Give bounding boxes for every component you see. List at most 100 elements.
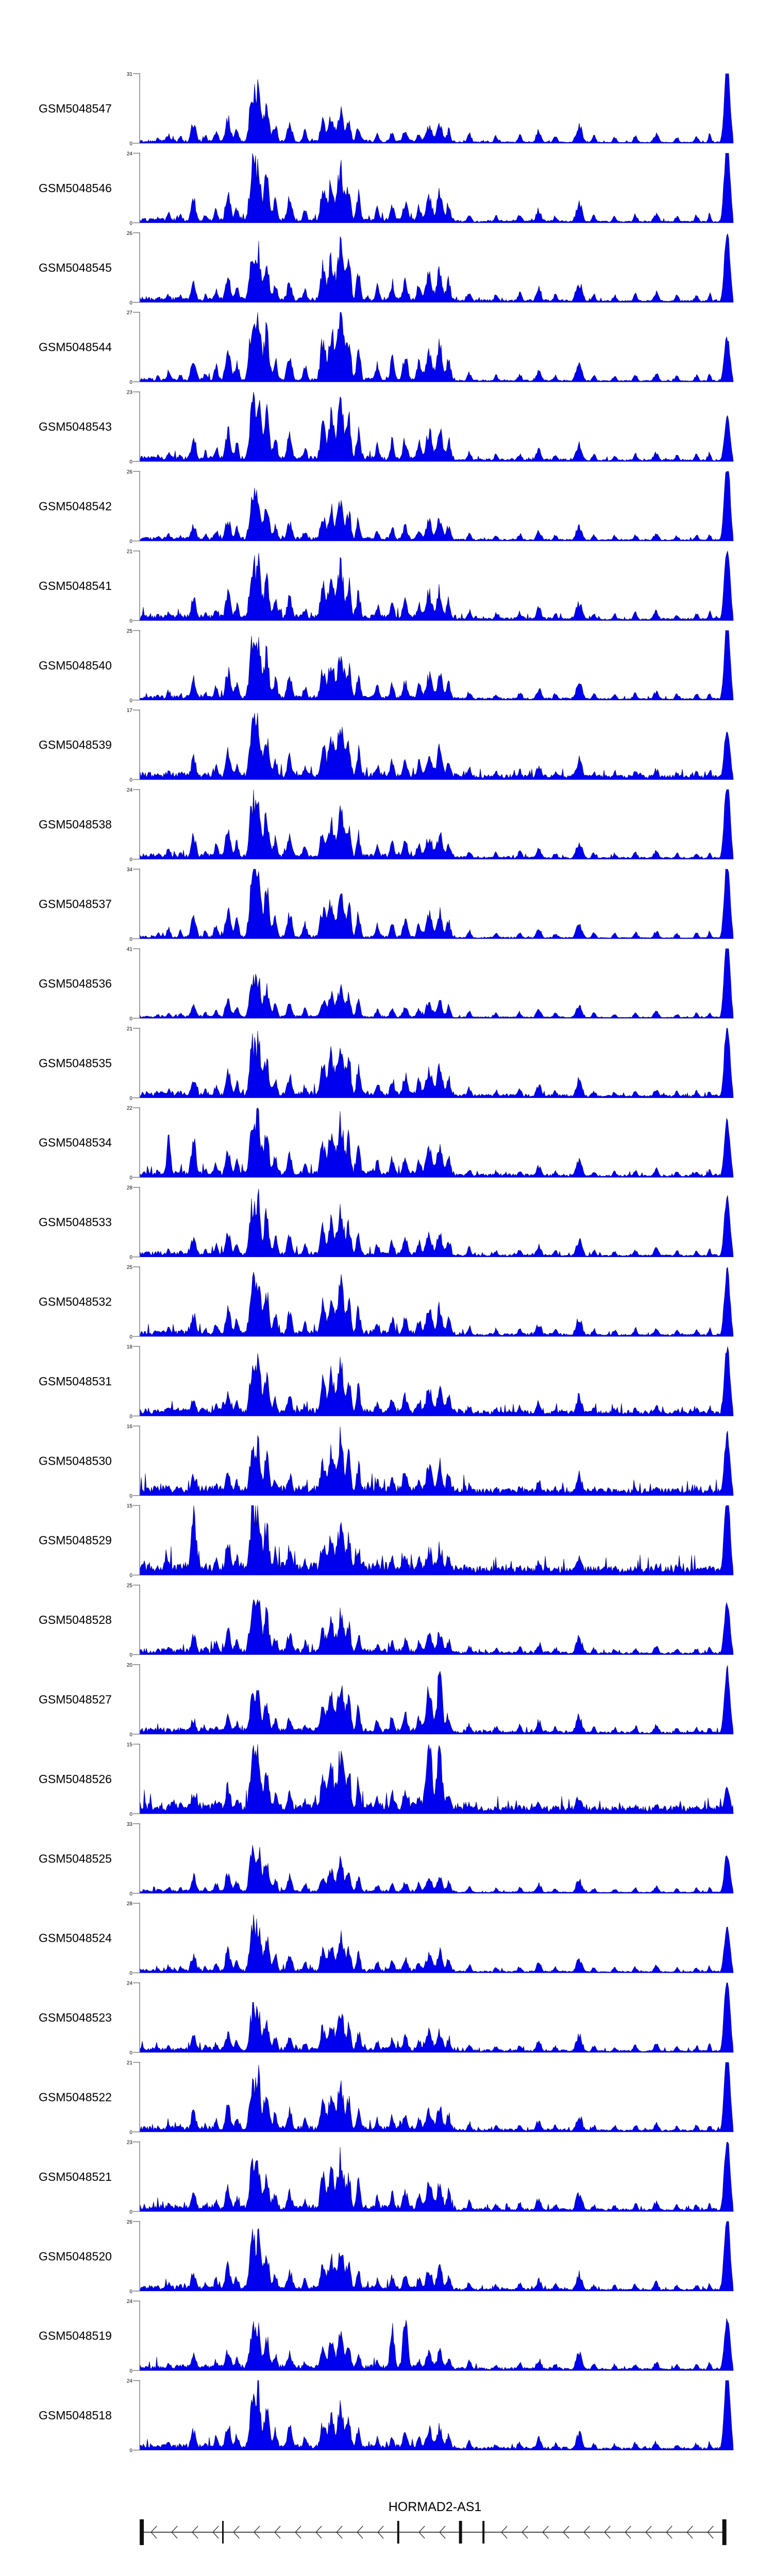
- yaxis-max-label: 24: [127, 1981, 133, 1987]
- sample-label: GSM5048524: [39, 1931, 112, 1945]
- coverage-signal: [140, 2221, 734, 2292]
- coverage-signal: [140, 1599, 734, 1655]
- yaxis-max-label: 24: [127, 2379, 133, 2384]
- coverage-signal: [140, 1845, 734, 1894]
- coverage-track: GSM5048529 15 0: [39, 1503, 734, 1579]
- yaxis-zero-label: 0: [129, 937, 132, 942]
- sample-label: GSM5048528: [39, 1613, 112, 1626]
- yaxis-max-label: 15: [127, 1742, 133, 1748]
- strand-arrow-left-icon: [254, 2526, 260, 2539]
- strand-arrow-left-icon: [357, 2526, 363, 2539]
- yaxis-max-label: 27: [127, 310, 133, 316]
- strand-arrow-left-icon: [192, 2526, 198, 2539]
- yaxis-max-label: 23: [127, 390, 133, 396]
- coverage-track: GSM5048539 17 0: [39, 708, 734, 783]
- sample-label: GSM5048535: [39, 1056, 112, 1070]
- coverage-signal: [140, 2380, 734, 2450]
- gene-exon: [140, 2519, 144, 2545]
- coverage-track: GSM5048520 26 0: [39, 2219, 734, 2295]
- strand-arrow-left-icon: [418, 2526, 425, 2539]
- yaxis-zero-label: 0: [129, 2209, 132, 2215]
- sample-label: GSM5048529: [39, 1534, 112, 1547]
- sample-label: GSM5048540: [39, 658, 112, 672]
- yaxis-zero-label: 0: [129, 460, 132, 465]
- strand-arrow-left-icon: [707, 2526, 714, 2539]
- coverage-track: GSM5048532 25 0: [39, 1265, 734, 1340]
- coverage-signal: [140, 2141, 734, 2212]
- yaxis-max-label: 24: [127, 2299, 133, 2304]
- sample-label: GSM5048532: [39, 1295, 112, 1309]
- coverage-tracks: GSM5048547310GSM5048546240GSM5048545260G…: [39, 72, 734, 2454]
- strand-arrow-left-icon: [563, 2526, 569, 2539]
- sample-label: GSM5048543: [39, 420, 112, 433]
- yaxis-zero-label: 0: [129, 2448, 132, 2454]
- coverage-track: GSM5048519 24 0: [39, 2299, 734, 2374]
- yaxis-max-label: 22: [127, 1106, 133, 1111]
- coverage-track: GSM5048537 34 0: [39, 867, 734, 942]
- yaxis-max-label: 25: [127, 1583, 133, 1589]
- coverage-signal: [140, 1665, 734, 1735]
- yaxis-max-label: 21: [127, 1026, 133, 1032]
- gene-name: HORMAD2-AS1: [389, 2500, 482, 2514]
- sample-label: GSM5048525: [39, 1852, 112, 1865]
- yaxis-max-label: 34: [127, 867, 133, 873]
- coverage-signal: [140, 948, 734, 1019]
- gene-exon: [459, 2521, 462, 2544]
- yaxis-max-label: 18: [127, 1344, 133, 1350]
- sample-label: GSM5048544: [39, 341, 112, 354]
- coverage-signal: [140, 2062, 734, 2132]
- yaxis-zero-label: 0: [129, 857, 132, 863]
- coverage-track: GSM5048547 31 0: [39, 72, 734, 147]
- coverage-signal: [140, 1744, 734, 1814]
- sample-label: GSM5048537: [39, 897, 112, 911]
- sample-label: GSM5048541: [39, 579, 112, 592]
- gene-exon: [222, 2521, 224, 2544]
- strand-arrow-left-icon: [522, 2526, 528, 2539]
- sample-label: GSM5048545: [39, 261, 112, 274]
- yaxis-max-label: 26: [127, 2219, 133, 2225]
- coverage-track: GSM5048525 33 0: [39, 1822, 734, 1897]
- yaxis-max-label: 17: [127, 708, 133, 714]
- yaxis-max-label: 31: [127, 72, 133, 77]
- strand-arrow-left-icon: [150, 2526, 157, 2539]
- gene-track: HORMAD2-AS1: [140, 2500, 727, 2545]
- sample-label: GSM5048520: [39, 2249, 112, 2263]
- yaxis-zero-label: 0: [129, 2130, 132, 2136]
- yaxis-zero-label: 0: [129, 221, 132, 226]
- strand-arrow-left-icon: [295, 2526, 301, 2539]
- strand-arrow-left-icon: [377, 2526, 384, 2539]
- yaxis-zero-label: 0: [129, 1971, 132, 1976]
- coverage-track: GSM5048518 24 0: [39, 2379, 734, 2454]
- yaxis-max-label: 20: [127, 1663, 133, 1668]
- sample-label: GSM5048542: [39, 500, 112, 513]
- sample-label: GSM5048518: [39, 2409, 112, 2422]
- strand-arrow-left-icon: [645, 2526, 652, 2539]
- yaxis-max-label: 16: [127, 1424, 133, 1430]
- coverage-signal: [140, 471, 734, 541]
- coverage-track: GSM5048524 28 0: [39, 1901, 734, 1976]
- sample-label: GSM5048538: [39, 818, 112, 831]
- sample-label: GSM5048521: [39, 2170, 112, 2183]
- yaxis-max-label: 24: [127, 151, 133, 157]
- coverage-signal: [140, 312, 734, 382]
- strand-arrow-left-icon: [686, 2526, 693, 2539]
- coverage-track: GSM5048521 23 0: [39, 2140, 734, 2215]
- yaxis-zero-label: 0: [129, 2050, 132, 2056]
- yaxis-zero-label: 0: [129, 1175, 132, 1181]
- coverage-signal: [140, 233, 734, 303]
- coverage-track: GSM5048530 16 0: [39, 1424, 734, 1499]
- coverage-track: GSM5048544 27 0: [39, 310, 734, 385]
- strand-arrow-left-icon: [171, 2526, 178, 2539]
- strand-arrow-left-icon: [666, 2526, 673, 2539]
- gene-model: [140, 2519, 727, 2545]
- sample-label: GSM5048530: [39, 1454, 112, 1467]
- yaxis-zero-label: 0: [129, 618, 132, 624]
- yaxis-max-label: 33: [127, 1822, 133, 1827]
- yaxis-zero-label: 0: [129, 698, 132, 704]
- coverage-signal: [140, 630, 734, 701]
- yaxis-zero-label: 0: [129, 141, 132, 147]
- yaxis-max-label: 26: [127, 469, 133, 475]
- sample-label: GSM5048547: [39, 102, 112, 115]
- coverage-track: GSM5048546 24 0: [39, 151, 734, 226]
